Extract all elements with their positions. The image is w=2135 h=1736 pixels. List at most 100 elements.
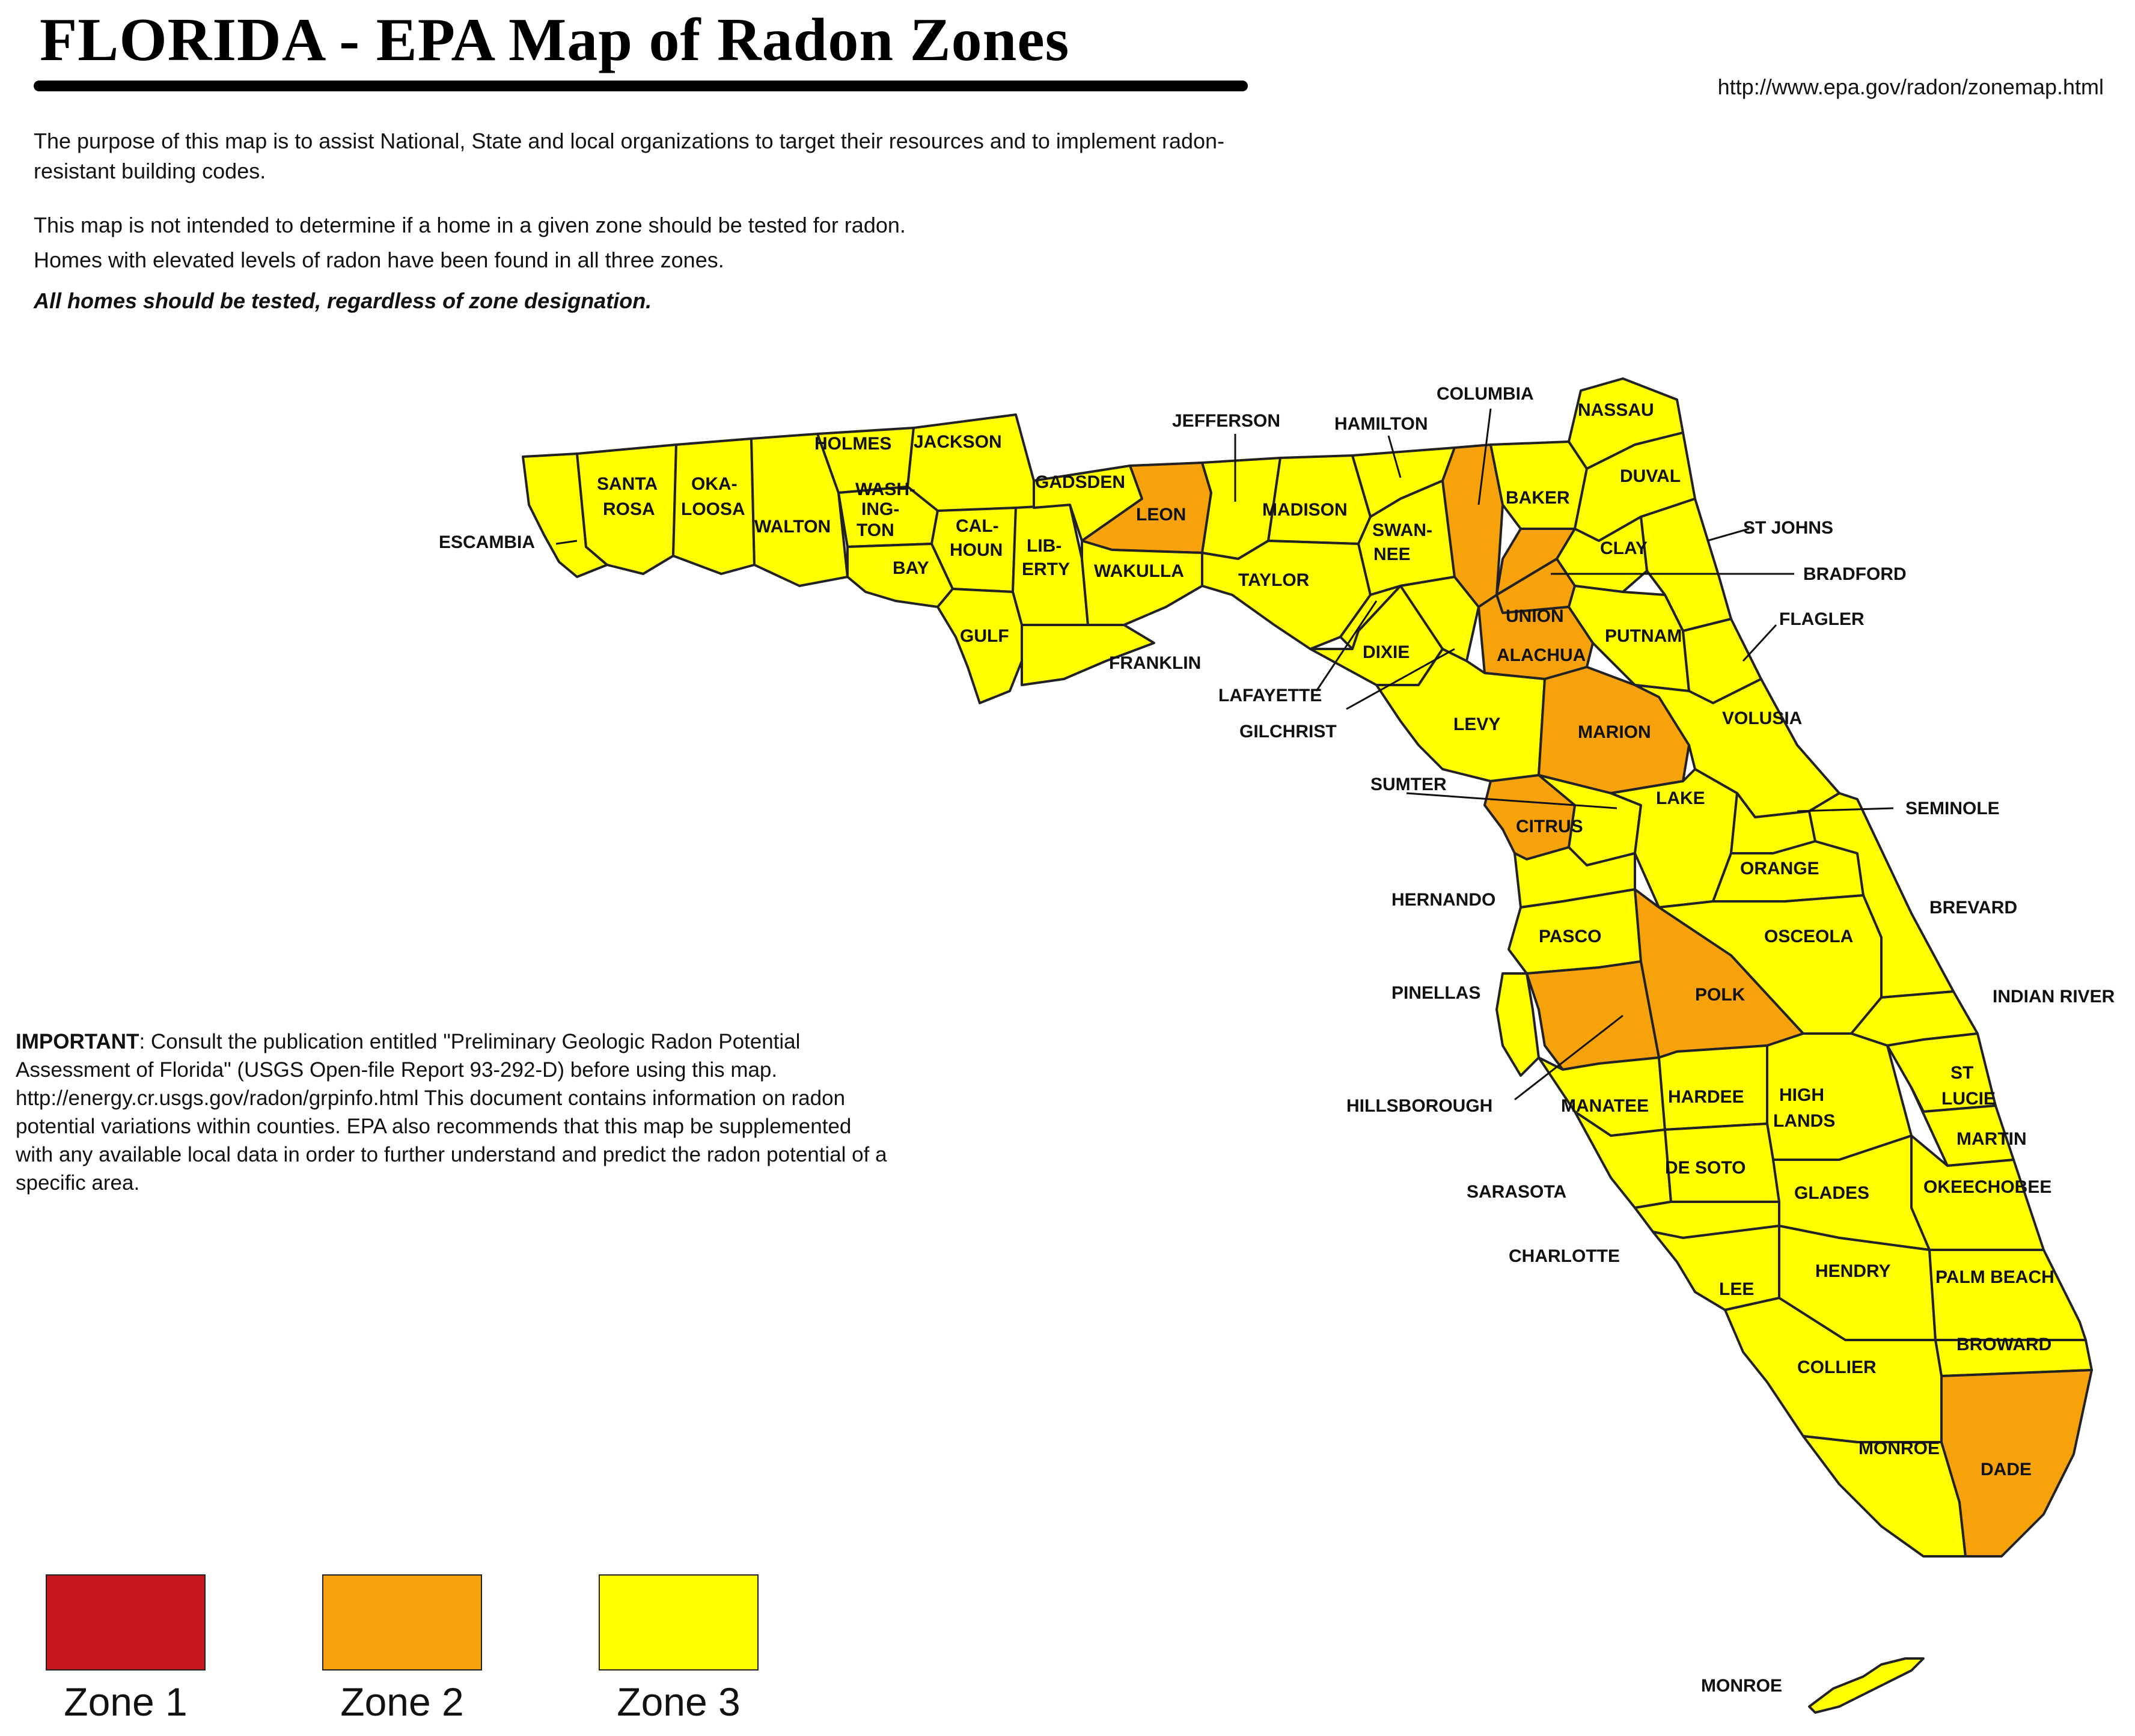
label-sumter: SUMTER <box>1370 775 1447 794</box>
label-hardee: HARDEE <box>1668 1087 1744 1107</box>
label-indian-river: INDIAN RIVER <box>1993 987 2115 1007</box>
label-orange: ORANGE <box>1740 859 1819 879</box>
county-gilchrist[interactable] <box>1399 576 1480 662</box>
label-glades: GLADES <box>1794 1183 1869 1203</box>
central-counties <box>1483 768 1979 1077</box>
source-url[interactable]: http://www.epa.gov/radon/zonemap.html <box>1717 75 2104 99</box>
label-st-lucie-2: LUCIE <box>1941 1089 1996 1109</box>
legend-label-zone-3: Zone 3 <box>617 1680 741 1724</box>
label-escambia: ESCAMBIA <box>439 532 535 552</box>
label-de-soto: DE SOTO <box>1665 1158 1746 1178</box>
label-jefferson: JEFFERSON <box>1172 411 1280 431</box>
label-putnam: PUTNAM <box>1605 626 1682 646</box>
county-lee[interactable] <box>1652 1225 1780 1311</box>
county-baker[interactable] <box>1489 440 1588 530</box>
label-franklin: FRANKLIN <box>1109 653 1201 673</box>
label-santa-rosa-2: ROSA <box>603 499 655 519</box>
label-marion: MARION <box>1578 722 1651 742</box>
label-pasco: PASCO <box>1539 927 1601 946</box>
label-nassau: NASSAU <box>1578 400 1654 420</box>
leader-flagler <box>1742 624 1777 662</box>
leader-columbia <box>1477 408 1492 505</box>
label-pinellas: PINELLAS <box>1391 983 1480 1003</box>
legend-swatch-zone-3 <box>599 1574 759 1671</box>
label-collier: COLLIER <box>1797 1357 1877 1377</box>
label-columbia: COLUMBIA <box>1437 384 1534 404</box>
label-st-johns: ST JOHNS <box>1743 518 1833 538</box>
leader-sumter <box>1406 792 1617 809</box>
county-martin[interactable] <box>1910 1086 2015 1167</box>
label-brevard: BREVARD <box>1929 898 2017 918</box>
leader-st-johns <box>1706 528 1750 542</box>
label-calhoun-2: HOUN <box>950 540 1003 560</box>
label-polk: POLK <box>1695 985 1746 1005</box>
legend-zone-1: Zone 1 <box>46 1574 206 1725</box>
label-bradford: BRADFORD <box>1803 564 1907 584</box>
label-madison: MADISON <box>1262 500 1348 520</box>
important-label: IMPORTANT <box>16 1030 139 1053</box>
important-note: IMPORTANT: Consult the publication entit… <box>16 1028 893 1197</box>
label-washington-3: TON <box>857 520 894 540</box>
important-text: : Consult the publication entitled "Prel… <box>16 1030 887 1195</box>
label-broward: BROWARD <box>1956 1335 2051 1354</box>
label-jackson: JACKSON <box>914 432 1002 452</box>
label-lake: LAKE <box>1656 788 1705 808</box>
label-highlands-1: HIGH <box>1779 1085 1824 1105</box>
county-dade[interactable] <box>1940 1369 2093 1558</box>
county-palm-beach[interactable] <box>1928 1249 2087 1341</box>
label-taylor: TAYLOR <box>1238 570 1310 590</box>
intro-not-intended: This map is not intended to determine if… <box>34 213 906 237</box>
intro-elevated-levels: Homes with elevated levels of radon have… <box>34 248 724 272</box>
label-st-lucie-1: ST <box>1950 1063 1973 1083</box>
county-okaloosa[interactable] <box>672 437 756 575</box>
label-volusia: VOLUSIA <box>1722 708 1802 728</box>
county-gulf[interactable] <box>936 588 1023 704</box>
label-walton: WALTON <box>754 517 831 537</box>
county-wakulla[interactable] <box>1081 540 1203 626</box>
legend-zone-2: Zone 2 <box>322 1574 482 1725</box>
label-highlands-2: LANDS <box>1773 1111 1835 1131</box>
florida-keys[interactable] <box>1808 1657 1925 1714</box>
label-washington-2: ING- <box>861 499 899 519</box>
title-underline <box>34 81 1248 91</box>
label-monroe-keys: MONROE <box>1701 1676 1782 1696</box>
south-counties <box>1538 1032 2093 1714</box>
label-okeechobee: OKEECHOBEE <box>1923 1177 2051 1197</box>
label-sarasota: SARASOTA <box>1467 1182 1566 1202</box>
label-seminole: SEMINOLE <box>1905 799 2000 818</box>
leader-lafayette <box>1315 600 1378 692</box>
label-gulf: GULF <box>960 626 1009 646</box>
county-hillsborough[interactable] <box>1526 960 1660 1071</box>
label-manatee: MANATEE <box>1561 1096 1649 1116</box>
label-hamilton: HAMILTON <box>1334 414 1428 434</box>
label-wakulla: WAKULLA <box>1094 561 1184 581</box>
county-jackson[interactable] <box>906 413 1035 512</box>
label-santa-rosa-1: SANTA <box>597 474 658 494</box>
label-gadsden: GADSDEN <box>1035 472 1125 492</box>
north-central-counties <box>1309 377 1840 818</box>
label-dixie: DIXIE <box>1363 642 1410 662</box>
legend-zone-3: Zone 3 <box>599 1574 759 1725</box>
leader-gilchrist <box>1346 648 1455 710</box>
label-hillsborough: HILLSBOROUGH <box>1346 1096 1492 1116</box>
intro-all-homes: All homes should be tested, regardless o… <box>34 288 652 313</box>
legend-swatch-zone-2 <box>322 1574 482 1671</box>
label-martin: MARTIN <box>1956 1129 2027 1149</box>
page-title: FLORIDA - EPA Map of Radon Zones <box>40 6 1070 74</box>
county-labels: ESCAMBIA SANTA ROSA OKA- LOOSA WALTON HO… <box>439 384 2115 1696</box>
label-liberty-2: ERTY <box>1022 559 1070 579</box>
leader-hamilton <box>1387 435 1402 478</box>
label-washington-1: WASH- <box>855 480 915 499</box>
label-flagler: FLAGLER <box>1779 609 1865 629</box>
county-franklin[interactable] <box>1021 624 1155 686</box>
label-duval: DUVAL <box>1620 466 1681 486</box>
label-charlotte: CHARLOTTE <box>1509 1246 1620 1266</box>
legend-label-zone-2: Zone 2 <box>340 1680 464 1724</box>
label-levy: LEVY <box>1453 714 1500 734</box>
panhandle-counties <box>522 413 1372 704</box>
label-okaloosa-2: LOOSA <box>681 499 745 519</box>
label-dade: DADE <box>1981 1460 2032 1479</box>
leader-escambia <box>555 540 578 545</box>
label-calhoun-1: CAL- <box>956 516 999 536</box>
